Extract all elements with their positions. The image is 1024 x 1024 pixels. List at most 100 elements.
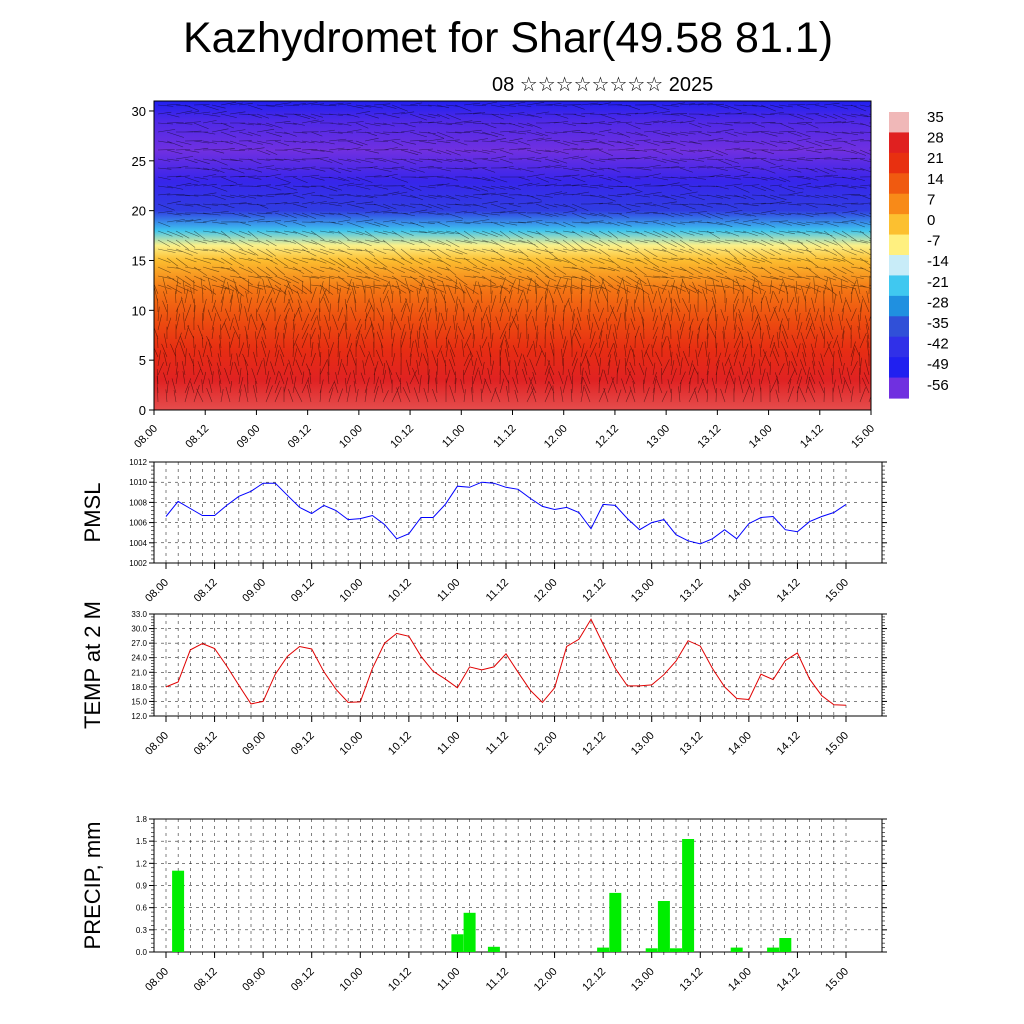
x-tick-label: 09.12 (289, 730, 317, 758)
y-tick-label: 12.0 (131, 712, 147, 721)
colorbar-bin (889, 112, 909, 134)
colorbar-bin (889, 214, 909, 236)
x-tick-label: 09.12 (289, 966, 317, 994)
y-tick-label: 1002 (129, 559, 147, 568)
colorbar-label: -7 (927, 233, 940, 250)
precip-bar (597, 947, 610, 952)
x-tick-label: 10.00 (337, 577, 365, 605)
precip-panel: 0.0 0.3 0.6 0.9 1.2 1.5 1.8 08.00 08.12 09.00 09.1… (80, 815, 887, 994)
y-axis-label: PMSL (80, 483, 105, 543)
y-tick-label: 5 (139, 353, 146, 368)
y-tick-label: 30.0 (131, 625, 147, 634)
y-tick-label: 1008 (129, 498, 147, 507)
x-tick-label: 12.12 (580, 730, 608, 758)
y-tick-label: 1.8 (136, 815, 148, 824)
x-tick-label: 11.12 (484, 730, 511, 757)
chart-subtitle: 08 ☆☆☆☆☆☆☆☆ 2025 (492, 74, 714, 96)
colorbar-label: -35 (927, 315, 949, 332)
colorbar-bin (889, 316, 909, 338)
x-tick-label: 11.12 (484, 966, 511, 993)
colorbar-label: -21 (927, 274, 949, 291)
colorbar-label: 7 (927, 191, 935, 208)
x-tick-label: 10.12 (386, 577, 414, 605)
precip-bar (670, 948, 682, 952)
colorbar-label: 21 (927, 150, 944, 167)
y-tick-label: 1010 (129, 478, 147, 487)
x-tick-label: 14.12 (775, 577, 803, 605)
x-tick-label: 08.00 (143, 577, 171, 605)
x-tick-label: 11.00 (435, 577, 462, 604)
y-tick-label: 1006 (129, 519, 147, 528)
x-tick-label: 12.00 (532, 966, 560, 994)
y-tick-label: 25 (132, 154, 146, 169)
colorbar-bin (889, 152, 909, 174)
x-tick-label: 13.12 (677, 577, 705, 605)
y-tick-label: 0.0 (136, 948, 148, 957)
x-tick-label: 14.12 (775, 966, 803, 994)
y-tick-label: 1.2 (136, 859, 148, 868)
x-tick-label: 13.00 (644, 423, 672, 451)
x-tick-label: 13.00 (629, 577, 657, 605)
x-tick-label: 13.00 (629, 966, 657, 994)
x-tick-label: 08.12 (192, 966, 220, 994)
chart-title: Kazhydromet for Shar(49.58 81.1) (182, 14, 834, 62)
x-tick-label: 14.00 (747, 423, 775, 451)
y-tick-label: 1004 (129, 539, 147, 548)
precip-bar (487, 946, 500, 952)
precip-bar (730, 947, 743, 952)
colorbar-label: -49 (927, 356, 949, 373)
x-tick-label: 12.00 (532, 730, 560, 758)
x-tick-label: 14.12 (798, 423, 826, 451)
x-tick-label: 13.12 (677, 730, 705, 758)
colorbar-bin (889, 193, 909, 215)
x-tick-label: 15.00 (823, 730, 851, 758)
y-tick-label: 33.0 (131, 610, 147, 619)
x-tick-label: 11.12 (491, 423, 518, 450)
x-tick-label: 08.00 (143, 966, 171, 994)
colorbar-bin (889, 173, 909, 195)
x-tick-label: 15.00 (823, 966, 851, 994)
x-tick-label: 09.12 (289, 577, 317, 605)
precip-bar (172, 870, 185, 952)
y-tick-label: 10 (132, 303, 146, 318)
x-tick-label: 13.12 (677, 966, 705, 994)
x-tick-label: 10.12 (386, 966, 414, 994)
x-tick-label: 09.12 (286, 423, 314, 451)
x-tick-label: 15.00 (823, 577, 851, 605)
x-tick-label: 14.00 (726, 577, 754, 605)
precip-bar (767, 947, 780, 952)
x-tick-label: 09.00 (240, 966, 268, 994)
pmsl-panel: 1002 1004 1006 1008 1010 1012 08.00 08.12 09.00 0… (80, 458, 887, 605)
y-tick-label: 30 (132, 104, 146, 119)
x-tick-label: 11.00 (435, 966, 462, 993)
y-tick-label: 24.0 (131, 654, 147, 663)
colorbar-bin (889, 234, 909, 256)
x-tick-label: 08.12 (192, 730, 220, 758)
x-tick-label: 08.12 (192, 577, 220, 605)
precip-bar (645, 948, 658, 952)
colorbar-label: -56 (927, 377, 949, 394)
colorbar-bin (889, 132, 909, 154)
colorbar-label: 35 (927, 109, 944, 126)
x-tick-label: 12.12 (593, 423, 621, 451)
colorbar-bin (889, 336, 909, 358)
x-tick-label: 08.00 (132, 423, 160, 451)
wind-barbs (154, 101, 871, 403)
x-tick-label: 08.12 (183, 423, 211, 451)
precip-bar (657, 901, 670, 952)
wind-barb-lines (154, 101, 871, 403)
colorbar-bin (889, 255, 909, 277)
pmsl-line (165, 481, 847, 545)
colorbar-bin (889, 275, 909, 297)
y-tick-label: 15.0 (131, 697, 147, 706)
x-tick-label: 14.00 (726, 966, 754, 994)
colorbar-label: -42 (927, 336, 949, 353)
temperature-field (154, 101, 871, 410)
x-tick-label: 09.00 (235, 423, 263, 451)
x-tick-label: 10.12 (386, 730, 414, 758)
x-tick-label: 12.00 (542, 423, 570, 451)
y-tick-label: 15 (132, 253, 146, 268)
x-tick-label: 13.12 (696, 423, 724, 451)
precip-bar (609, 892, 622, 952)
y-tick-label: 0 (139, 403, 146, 418)
